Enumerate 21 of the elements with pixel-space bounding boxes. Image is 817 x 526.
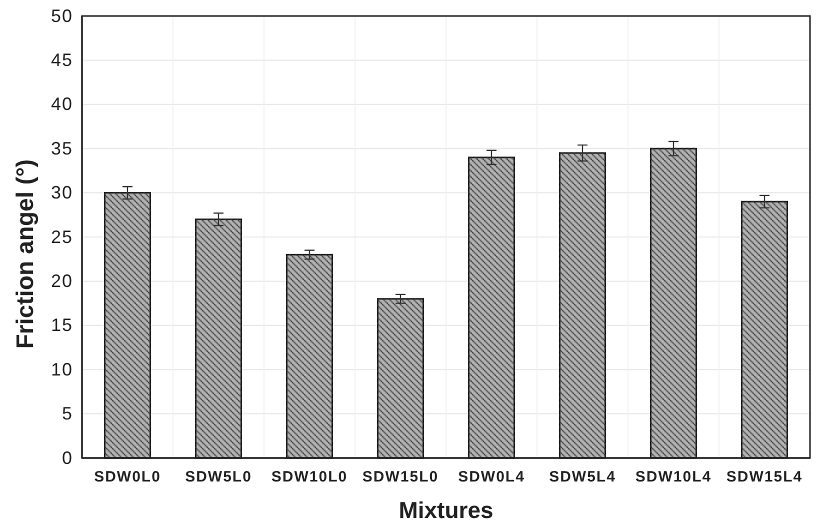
- x-axis-title: Mixtures: [398, 497, 494, 523]
- x-tick-label: SDW15L0: [362, 468, 439, 486]
- y-tick-label: 50: [50, 6, 73, 26]
- x-tick-label: SDW0L0: [94, 468, 161, 486]
- y-tick-label: 25: [50, 226, 73, 247]
- y-tick-label: 0: [62, 448, 73, 468]
- x-tick-label: SDW5L4: [549, 468, 616, 486]
- y-axis-title: Friction angel (°): [12, 159, 39, 349]
- x-tick-label: SDW15L4: [726, 468, 803, 486]
- y-tick-label: 15: [50, 315, 73, 336]
- x-tick-label: SDW10L0: [271, 468, 348, 486]
- y-tick-label: 5: [62, 404, 73, 424]
- y-tick-label: 45: [50, 50, 73, 70]
- x-tick-label: SDW5L0: [185, 468, 252, 486]
- y-tick-label: 20: [50, 270, 73, 291]
- y-tick-label: 30: [50, 182, 73, 203]
- y-tick-label: 35: [50, 138, 73, 158]
- x-tick-label: SDW10L4: [635, 468, 712, 486]
- y-tick-label: 10: [50, 359, 73, 380]
- y-tick-label: 40: [50, 94, 73, 114]
- x-tick-label: SDW0L4: [458, 468, 525, 486]
